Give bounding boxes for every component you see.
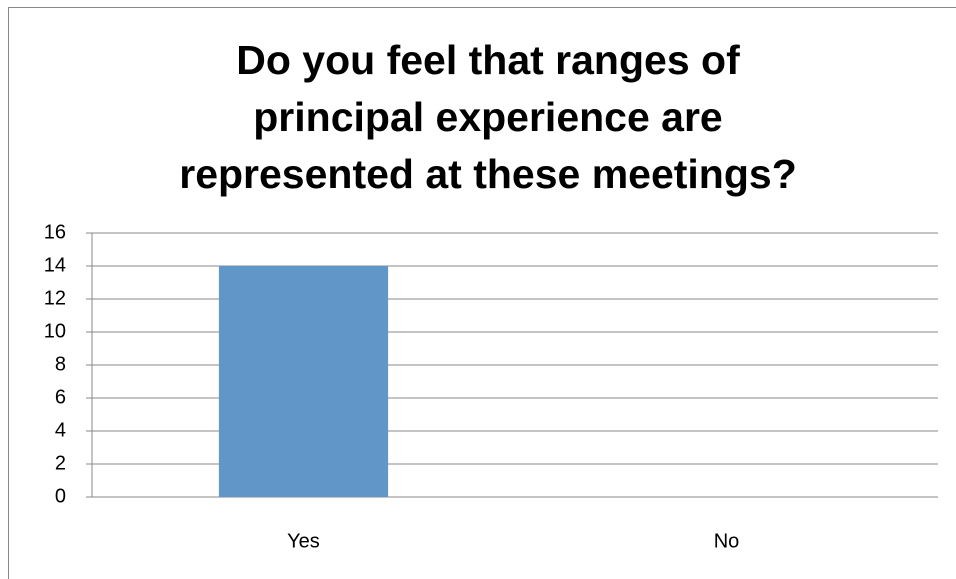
y-tick-label: 12: [44, 287, 66, 309]
y-tick-label: 10: [44, 320, 66, 342]
y-tick-label: 2: [55, 452, 66, 474]
y-tick-label: 6: [55, 386, 66, 408]
y-tick-label: 8: [55, 353, 66, 375]
chart-title: Do you feel that ranges of: [236, 37, 740, 83]
y-tick-label: 16: [44, 221, 66, 243]
chart-title: principal experience are: [253, 94, 722, 140]
chart-border: [8, 7, 956, 579]
x-tick-label: Yes: [287, 530, 320, 552]
y-tick-label: 0: [55, 485, 66, 507]
chart-title: represented at these meetings?: [179, 151, 796, 197]
bar: [218, 266, 389, 497]
y-tick-label: 14: [44, 254, 66, 276]
y-tick-label: 4: [55, 419, 66, 441]
x-tick-label: No: [714, 530, 740, 552]
